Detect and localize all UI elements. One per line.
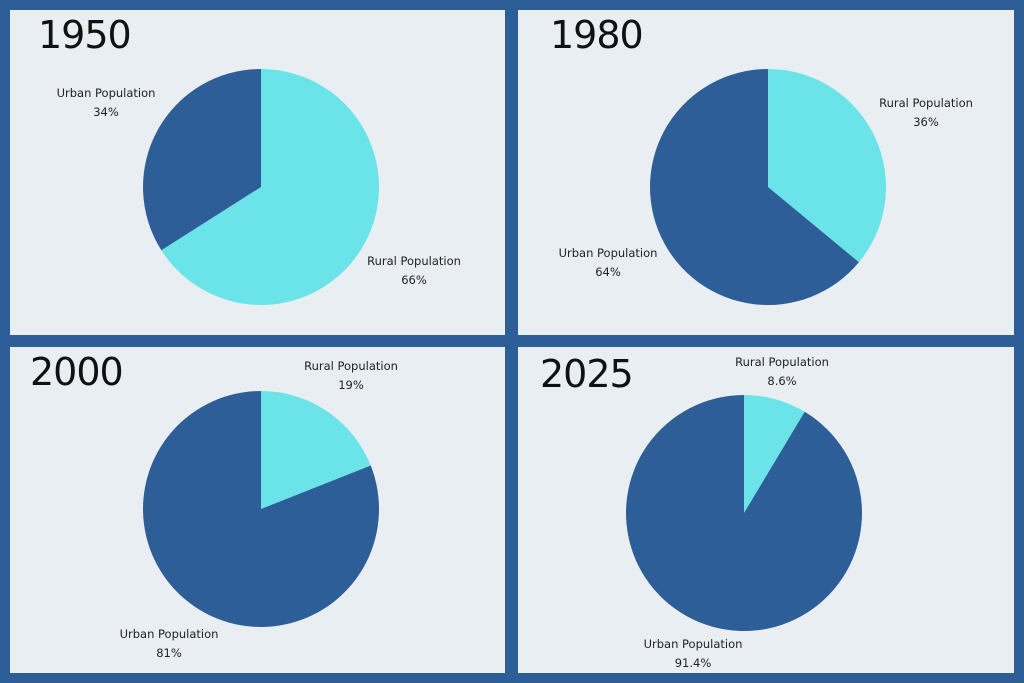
rural-label: Rural Population 66%: [367, 254, 461, 287]
rural-slice: [161, 69, 379, 305]
urban-slice: [143, 69, 261, 251]
urban-label: Urban Population 64%: [558, 246, 658, 279]
pie-chart: [649, 69, 886, 305]
year-title: 1980: [550, 13, 644, 57]
year-title: 1950: [38, 13, 132, 57]
urban-label: Urban Population 91.4%: [643, 637, 743, 670]
urban-slice: [626, 395, 862, 631]
urban-label: Urban Population 34%: [56, 86, 156, 119]
urban-slice: [649, 69, 859, 305]
chart-panel-1980: 1980 Urban Population 64% Rural Populati…: [518, 10, 1014, 335]
urban-label: Urban Population 81%: [119, 627, 219, 660]
chart-panel-2025: 2025 Urban Population 91.4% Rural Popula…: [518, 347, 1014, 673]
urban-slice: [142, 391, 379, 627]
chart-panel-1950: 1950 Urban Population 34% Rural Populati…: [10, 10, 505, 335]
year-title: 2000: [30, 350, 124, 394]
pie-chart: [143, 69, 379, 305]
rural-slice: [744, 395, 805, 513]
rural-slice: [261, 391, 371, 509]
pie-chart: [142, 391, 379, 627]
rural-label: Rural Population 36%: [879, 96, 973, 129]
rural-slice: [768, 69, 886, 263]
pie-chart: [626, 395, 862, 631]
rural-label: Rural Population 19%: [304, 359, 398, 392]
year-title: 2025: [540, 352, 634, 396]
rural-label: Rural Population 8.6%: [735, 355, 829, 388]
chart-panel-2000: 2000 Urban Population 81% Rural Populati…: [10, 347, 505, 673]
